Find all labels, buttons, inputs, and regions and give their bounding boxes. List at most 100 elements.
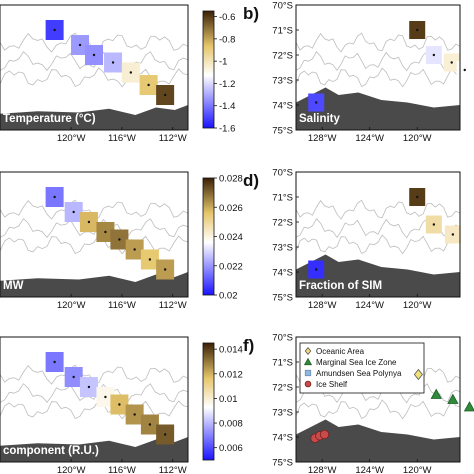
y-tick-label: 75°S [272, 126, 293, 137]
x-tick-label: 128°W [308, 300, 337, 311]
legend-label: Oceanic Area [316, 347, 365, 356]
land-mass [296, 419, 460, 462]
station-point [163, 433, 167, 436]
colorbar-tick-label: -1.6 [219, 124, 235, 135]
x-tick-label: 120°W [403, 300, 432, 311]
x-tick-label: 120°W [57, 133, 86, 144]
data-marker [430, 388, 442, 399]
colorbar-tick-label: -1.2 [219, 79, 235, 90]
station-point [104, 395, 107, 399]
station-point [118, 403, 121, 406]
legend-marker [304, 380, 312, 388]
station-point [104, 230, 107, 234]
colorbar-tick-label: 0.028 [219, 174, 243, 185]
y-tick-label: 73°S [272, 408, 293, 419]
y-tick-label: 70°S [272, 333, 293, 344]
map-frame [0, 4, 189, 131]
bathymetry-contour [0, 383, 189, 404]
panel-label: component (R.U.) [3, 445, 99, 457]
station-point [53, 195, 56, 199]
colorbar-tick-label: -1 [219, 57, 227, 68]
x-tick-label: 112°W [159, 465, 187, 474]
bathymetry-contour [295, 67, 461, 88]
station-point [87, 385, 91, 389]
land-mass [0, 272, 188, 297]
colorbar-tick-label: 0.012 [219, 369, 243, 380]
x-tick-label: 120°W [57, 300, 86, 311]
x-tick-label: 120°W [403, 133, 432, 144]
colorbar-tick-label: 0.014 [219, 345, 243, 356]
station-point [315, 101, 318, 104]
panel-label: Salinity [299, 113, 341, 125]
legend-marker [304, 346, 312, 356]
panel-letter: d) [243, 171, 259, 190]
land-mass [296, 254, 460, 297]
panel-b: Salinity 128°W 124°W 120°W 70°S 71°S 72°S 73°S 7… [243, 1, 473, 144]
y-tick-label: 73°S [272, 76, 293, 87]
panel-label: Fraction of SIM [299, 280, 382, 292]
bathymetry-contour [295, 234, 461, 255]
colorbar [202, 342, 215, 461]
y-tick-label: 72°S [272, 51, 293, 62]
y-tick-label: 71°S [272, 193, 293, 204]
station-point [432, 223, 436, 226]
colorbar-tick-label: -0.6 [219, 12, 235, 23]
x-tick-label: 112°W [159, 300, 187, 311]
y-tick-label: 74°S [272, 433, 293, 444]
panel-e: component (R.U.) 120°W 116°W 112°W 0.014 0.01… [0, 336, 243, 474]
land-mass [0, 105, 188, 130]
bathymetry-contour [295, 383, 461, 404]
y-tick-label: 75°S [272, 458, 293, 469]
y-tick-label: 74°S [272, 268, 293, 279]
station-point [133, 248, 136, 251]
x-tick-label: 116°W [108, 465, 136, 474]
station-point [416, 28, 419, 32]
y-tick-label: 72°S [272, 383, 293, 394]
colorbar-tick-label: 0.022 [219, 261, 243, 272]
panel-label: Temperature (°C) [3, 113, 96, 125]
bathymetry-contour [0, 218, 189, 239]
bathymetry-contour [295, 32, 461, 53]
x-tick-label: 124°W [355, 300, 384, 311]
bathymetry-contour [0, 51, 189, 72]
legend-box [299, 342, 425, 394]
station-point [133, 413, 136, 416]
y-tick-label: 71°S [272, 26, 293, 37]
bathymetry-contour [295, 399, 461, 420]
station-point [72, 210, 75, 214]
legend-label: Amundsen Sea Polynya [316, 369, 402, 378]
land-mass [296, 87, 460, 130]
station-point [147, 83, 150, 87]
colorbar [202, 177, 215, 296]
data-marker [463, 401, 474, 412]
colorbar-tick-label: 0.006 [219, 443, 243, 454]
x-tick-label: 128°W [308, 465, 337, 474]
map-frame [0, 171, 189, 298]
station-point [451, 233, 455, 236]
legend-label: Marginal Sea Ice Zone [316, 358, 397, 367]
station-point [129, 71, 133, 74]
station-point [416, 195, 419, 199]
x-tick-label: 116°W [108, 300, 136, 311]
station-point [163, 268, 167, 271]
station-point [72, 375, 75, 379]
data-marker [447, 393, 459, 404]
colorbar [202, 10, 215, 129]
x-tick-label: 112°W [159, 133, 187, 144]
x-tick-label: 120°W [57, 465, 86, 474]
colorbar-tick-label: -1.4 [219, 101, 235, 112]
station-point [87, 220, 91, 224]
panel-f: Oceanic Area Marginal Sea Ice Zone Amundse… [243, 333, 474, 474]
station-point [118, 238, 121, 241]
data-marker [413, 368, 423, 381]
legend-marker [303, 357, 313, 366]
station-point [78, 43, 82, 47]
legend-marker [304, 369, 312, 377]
land-mass [0, 437, 188, 462]
y-tick-label: 75°S [272, 293, 293, 304]
station-point [163, 93, 167, 97]
station-point [463, 68, 466, 72]
x-tick-label: 116°W [108, 133, 136, 144]
panel-label: MW [3, 280, 24, 292]
